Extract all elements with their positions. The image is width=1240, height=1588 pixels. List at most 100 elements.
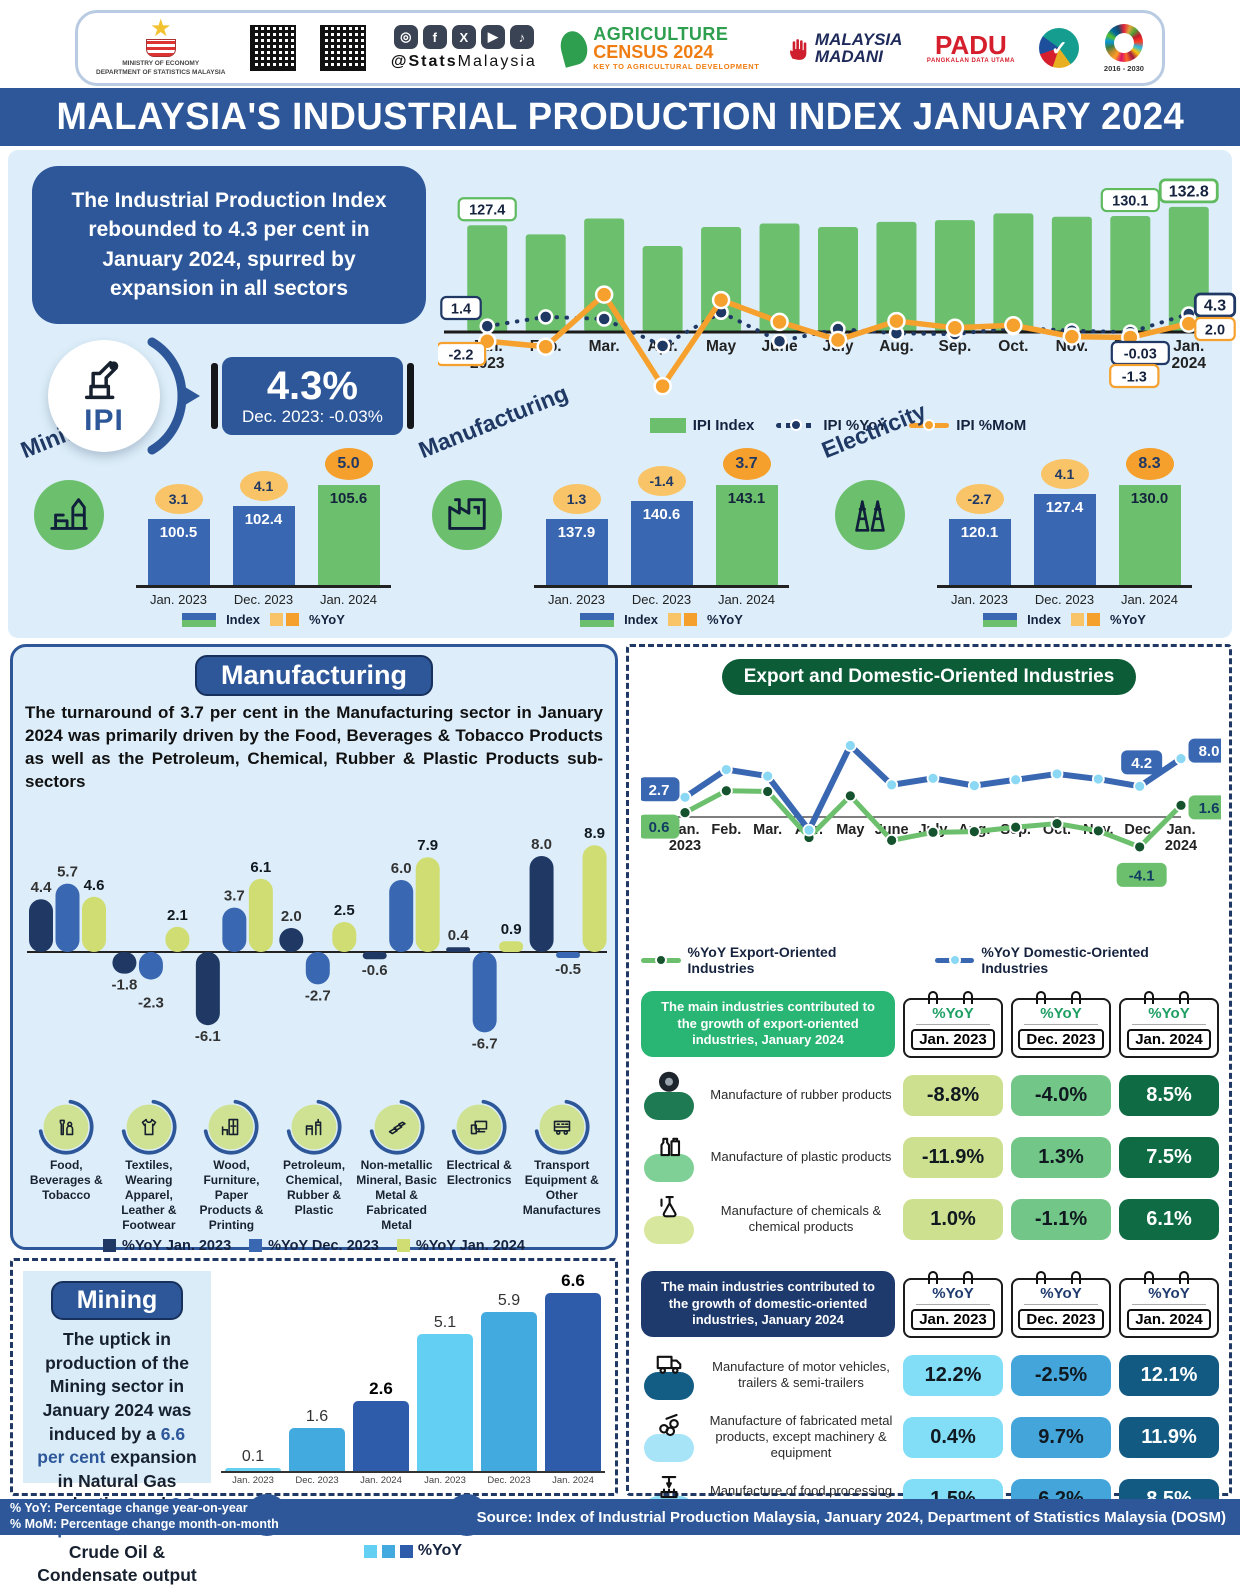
hero-section: The Industrial Production Index rebounde… [8, 150, 1237, 638]
export-domestic-legend: %YoY Export-Oriented Industries %YoY Dom… [641, 944, 1217, 976]
stats-malaysia-social: ◎ f X ▶ ♪ @StatsMalaysia [391, 25, 537, 71]
badge-subtext: Dec. 2023: -0.03% [242, 407, 383, 426]
truck-icon [656, 1355, 682, 1374]
legend-domestic-swatch [934, 953, 975, 966]
x-tick-year: 2023 [669, 838, 701, 854]
x-tick-label: Jan. [1166, 822, 1195, 838]
mining-paragraph: The uptick in production of the Mining s… [37, 1329, 197, 1586]
header-logo-bar: ★ MINISTRY OF ECONOMY DEPARTMENT OF STATI… [75, 10, 1165, 86]
yoy-value-cell: 8.5% [1119, 1074, 1219, 1116]
calendar-column-header: %YoY Jan. 2023 [903, 1271, 1003, 1338]
value-chip-text: -4.1 [1129, 867, 1155, 884]
legend-item: %YoY Jan. 2024 [396, 1238, 525, 1254]
sector-legend: Index %YoY [136, 612, 391, 627]
yoy-bar [225, 1468, 281, 1472]
line-marker [885, 778, 899, 792]
youtube-icon: ▶ [480, 25, 505, 49]
transport-icon [534, 1099, 590, 1155]
mfg-subsector-chart: 4.45.7 4.6 -1.8-2.3 2.1 -6.1 3.7 6.1 2.0 -2.7 2.5… [27, 825, 607, 1052]
agcensus-year: 2024 [673, 42, 714, 63]
legend-mom-swatch [909, 419, 950, 431]
bar-value-label: 1.6 [305, 1408, 329, 1425]
industry-label: Manufacture of motor vehicles, trailers … [712, 1358, 890, 1390]
ipi-index-bar [759, 223, 800, 332]
subsector-label: Electrical & Electronics [446, 1157, 512, 1187]
x-tick-label: Jan. 2024 [360, 1475, 402, 1487]
manufacturing-paragraph: The turnaround of 3.7 per cent in the Ma… [25, 703, 603, 791]
value-chip [457, 197, 517, 222]
value-chip [1188, 795, 1230, 820]
ipi-combo-chart: Jan.2023Feb.Mar.Apr.MayJuneJulyAug.Sep.O… [435, 178, 1237, 396]
ipi-index-bar [876, 221, 917, 332]
crest-shield-icon [145, 39, 176, 58]
tire-industry-icon [641, 1070, 697, 1120]
bar-value-label: -1.8 [111, 976, 137, 993]
value-chip-text: 2.0 [1205, 323, 1225, 339]
index-bar: 120.1 [948, 519, 1011, 585]
index-bar: 100.5 [147, 519, 210, 585]
x-tick-label: Mar. [753, 822, 782, 838]
instagram-icon: ◎ [393, 25, 418, 49]
badge-value: 4.3% [266, 364, 358, 408]
x-tick-label: Jan. 2024 [552, 1475, 594, 1487]
index-swatch [182, 612, 217, 627]
subsector-item: Electrical & Electronics [438, 1099, 521, 1233]
yoy-value-cell: 6.1% [1119, 1198, 1219, 1240]
line-marker [967, 779, 981, 793]
mini-bars: 5.1 5.9 6.6 [413, 1271, 605, 1474]
yoy-value-cell: -8.8% [903, 1074, 1003, 1116]
value-chip [1158, 178, 1219, 204]
malaysia-madani-logo: MALAYSIA MADANI [784, 31, 902, 65]
yoy-bar [545, 1293, 601, 1472]
x-tick-label: Mar. [589, 338, 620, 355]
legend-domestic-label: %YoY Domestic-Oriented Industries [981, 944, 1149, 976]
line-marker [843, 789, 857, 803]
legend-item: %YoY Jan. 2023 [103, 1238, 231, 1254]
bar-value-label: 3.7 [224, 887, 245, 904]
subsector-bar [305, 951, 330, 985]
line-marker [1062, 327, 1082, 346]
flask-icon [660, 1195, 677, 1218]
line-marker [761, 785, 775, 798]
line-marker [802, 823, 816, 837]
x-tick-label: Jan. 2024 [319, 592, 378, 607]
yoy-bubble: 5.0 [324, 448, 373, 480]
manufacturing-sector-chart: Manufacturing 1.3 137.9 -1.4 140.6 3.7 143.1 J… [415, 380, 819, 627]
bar-value-label: 2.1 [167, 907, 188, 924]
ipi-index-bar [642, 245, 683, 332]
value-chip-text: 132.8 [1169, 183, 1209, 200]
subsector-bar [82, 896, 106, 952]
bar-value-label: 8.9 [584, 825, 605, 842]
line-marker [536, 337, 555, 356]
value-chip-text: 4.2 [1131, 755, 1152, 772]
crest-star-icon: ★ [149, 15, 172, 43]
x-tick-label: Jan. 2023 [232, 1475, 274, 1487]
line-marker [926, 771, 940, 785]
value-chip [638, 814, 680, 839]
line-marker [828, 330, 848, 350]
industry-label: Manufacture of rubber products [710, 1086, 892, 1102]
legend-export-label: %YoY Export-Oriented Industries [687, 944, 837, 976]
value-chip [1100, 187, 1160, 213]
line-marker [678, 790, 692, 804]
bar-value-label: 0.1 [241, 1448, 265, 1466]
subsector-bar [248, 878, 273, 952]
subsector-bar [362, 951, 387, 959]
agriculture-census-logo: AGRICULTURE CENSUS 2024 KEY TO AGRICULTU… [557, 25, 759, 71]
line-marker [653, 376, 672, 396]
mfg-chart-legend: %YoY Jan. 2023 %YoY Dec. 2023 %YoY Jan. 20… [25, 1238, 603, 1254]
legend-index-swatch [649, 418, 686, 433]
subsector-item: Non-metallic Mineral, Basic Metal & Fabr… [355, 1099, 438, 1233]
export-domestic-chart: Jan.2023Feb.Mar.Apr.MayJuneJulyAug.Sep.O… [638, 738, 1230, 887]
electronics-icon [451, 1099, 507, 1155]
subsector-item: Textiles, Wearing Apparel, Leather & Foo… [108, 1099, 191, 1233]
x-tick-label: Jan. 2023 [950, 592, 1009, 607]
legend-export-swatch [641, 953, 681, 966]
textile-icon [121, 1099, 177, 1155]
food-icon [38, 1099, 94, 1155]
arrow-arc-icon [147, 337, 200, 455]
oil-rig-icon [34, 480, 104, 550]
leaf-icon [557, 28, 592, 68]
table-heading: The main industries contributed to the g… [641, 1270, 895, 1338]
subsector-bar [556, 951, 581, 958]
